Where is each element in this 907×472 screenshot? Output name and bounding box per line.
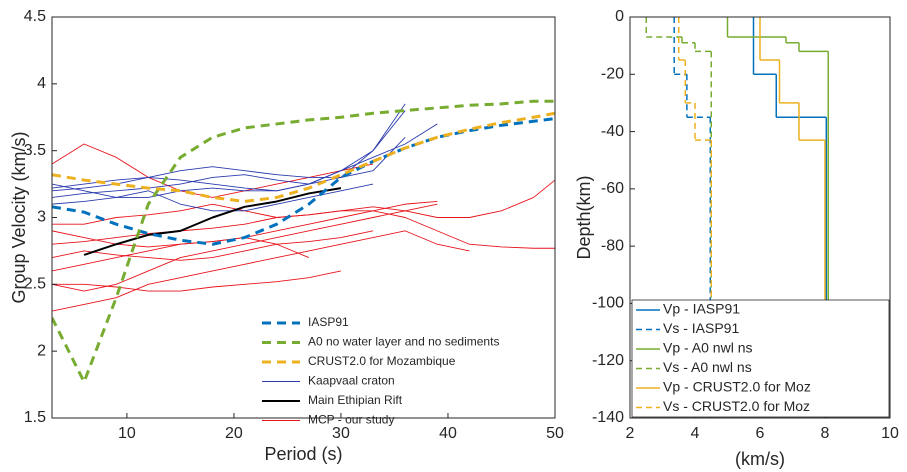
- series-line: [52, 99, 555, 384]
- series-line: [52, 230, 470, 312]
- series-line: [52, 143, 374, 198]
- series-line: [52, 111, 555, 203]
- series-line: [52, 183, 374, 212]
- y-tick-label: 4.5: [24, 8, 46, 25]
- legend-box: [631, 299, 890, 418]
- legend-label: CRUST2.0 for Mozambique: [308, 354, 456, 368]
- x-axis-label: Period (s): [264, 444, 342, 464]
- x-tick-label: 40: [439, 425, 457, 442]
- legend-label: Vs - A0 nwl ns: [663, 359, 752, 375]
- series-line: [83, 187, 342, 256]
- x-tick-label: 6: [756, 425, 765, 442]
- legend-label: Kaapvaal craton: [308, 374, 395, 388]
- plot-area: [52, 99, 555, 384]
- axes-frame: [629, 16, 891, 419]
- series-line: [52, 117, 555, 246]
- y-tick-label: -60: [601, 180, 624, 197]
- legend-label: IASP91: [308, 315, 349, 329]
- series-line: [52, 230, 374, 261]
- y-tick-label: -40: [601, 123, 624, 140]
- legend-label: Vp - A0 nwl ns: [663, 340, 753, 356]
- legend-label: Main Ethipian Rift: [308, 393, 403, 407]
- series-line: [52, 203, 438, 292]
- x-tick-label: 50: [546, 425, 564, 442]
- series-line: [52, 270, 342, 292]
- legend-label: Vs - CRUST2.0 for Moz: [663, 398, 810, 414]
- series-line: [52, 103, 406, 192]
- axes-frame: [51, 16, 556, 419]
- y-tick-label: -20: [601, 66, 624, 83]
- y-tick-label: 2: [37, 342, 46, 359]
- y-tick-label: -80: [601, 237, 624, 254]
- x-tick-label: 20: [225, 425, 243, 442]
- series-line: [52, 237, 310, 272]
- series-line: [52, 123, 438, 198]
- y-tick-label: 0: [615, 8, 624, 25]
- y-tick-label: 4: [37, 75, 46, 92]
- y-axis-label: Depth(km): [574, 175, 594, 259]
- legend-label: Vs - IASP91: [663, 320, 739, 336]
- legend-label: A0 no water layer and no sediments: [308, 335, 499, 349]
- x-tick-label: 2: [626, 425, 635, 442]
- x-tick-label: 30: [332, 425, 350, 442]
- y-tick-label: -140: [592, 409, 624, 426]
- x-axis-label: (km/s): [735, 449, 785, 469]
- y-tick-label: -120: [592, 352, 624, 369]
- x-tick-label: 4: [691, 425, 700, 442]
- legend-label: Vp - IASP91: [663, 301, 740, 317]
- x-tick-label: 10: [118, 425, 136, 442]
- y-tick-label: 3: [37, 209, 46, 226]
- legend-label: MCP - our study: [308, 413, 394, 427]
- y-tick-label: 1.5: [24, 409, 46, 426]
- y-tick-label: 2.5: [24, 276, 46, 293]
- series-line: [52, 110, 406, 198]
- y-tick-label: -100: [592, 295, 624, 312]
- y-axis-label: Group Velocity (km/s): [9, 131, 29, 303]
- legend-label: Vp - CRUST2.0 for Moz: [663, 379, 811, 395]
- x-tick-label: 8: [821, 425, 830, 442]
- x-tick-label: 10: [881, 425, 899, 442]
- y-tick-label: 3.5: [24, 142, 46, 159]
